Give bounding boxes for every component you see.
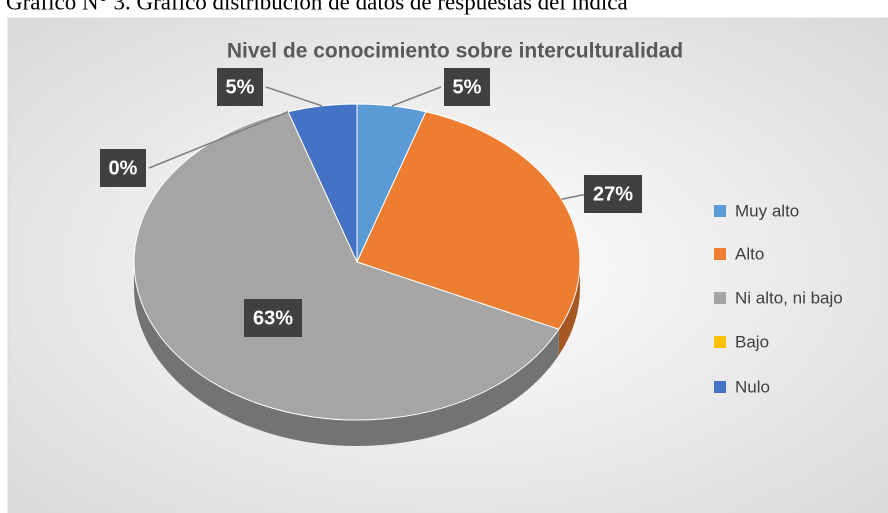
legend-label: Nulo <box>735 377 770 396</box>
legend-swatch <box>714 336 726 348</box>
data-label: 63% <box>253 307 293 329</box>
data-label: 5% <box>453 76 482 98</box>
data-label: 5% <box>226 76 255 98</box>
label-box <box>100 149 146 187</box>
data-label: 0% <box>109 157 138 179</box>
leader-line <box>561 193 588 200</box>
label-box <box>584 175 642 213</box>
legend-label: Muy alto <box>735 201 799 220</box>
label-box <box>217 68 263 106</box>
legend-swatch <box>714 292 726 304</box>
leader-line <box>148 111 289 169</box>
pie-side <box>134 262 559 447</box>
pie-slice <box>133 111 560 421</box>
label-box <box>244 299 302 337</box>
label-box <box>444 68 490 106</box>
legend-label: Alto <box>735 244 764 263</box>
caption: Gráfico N° 3. Gráfico distribución de da… <box>6 0 628 14</box>
leader-line <box>391 86 442 107</box>
legend-swatch <box>714 205 726 217</box>
pie-side <box>558 262 580 356</box>
chart-title: Nivel de conocimiento sobre intercultura… <box>227 40 683 63</box>
legend-swatch <box>714 381 726 393</box>
legend-label: Ni alto, ni bajo <box>735 288 843 307</box>
legend-label: Bajo <box>735 332 769 351</box>
pie-slice <box>356 111 581 330</box>
legend-swatch <box>714 248 726 260</box>
leader-line <box>265 86 323 107</box>
data-label: 27% <box>593 183 633 205</box>
